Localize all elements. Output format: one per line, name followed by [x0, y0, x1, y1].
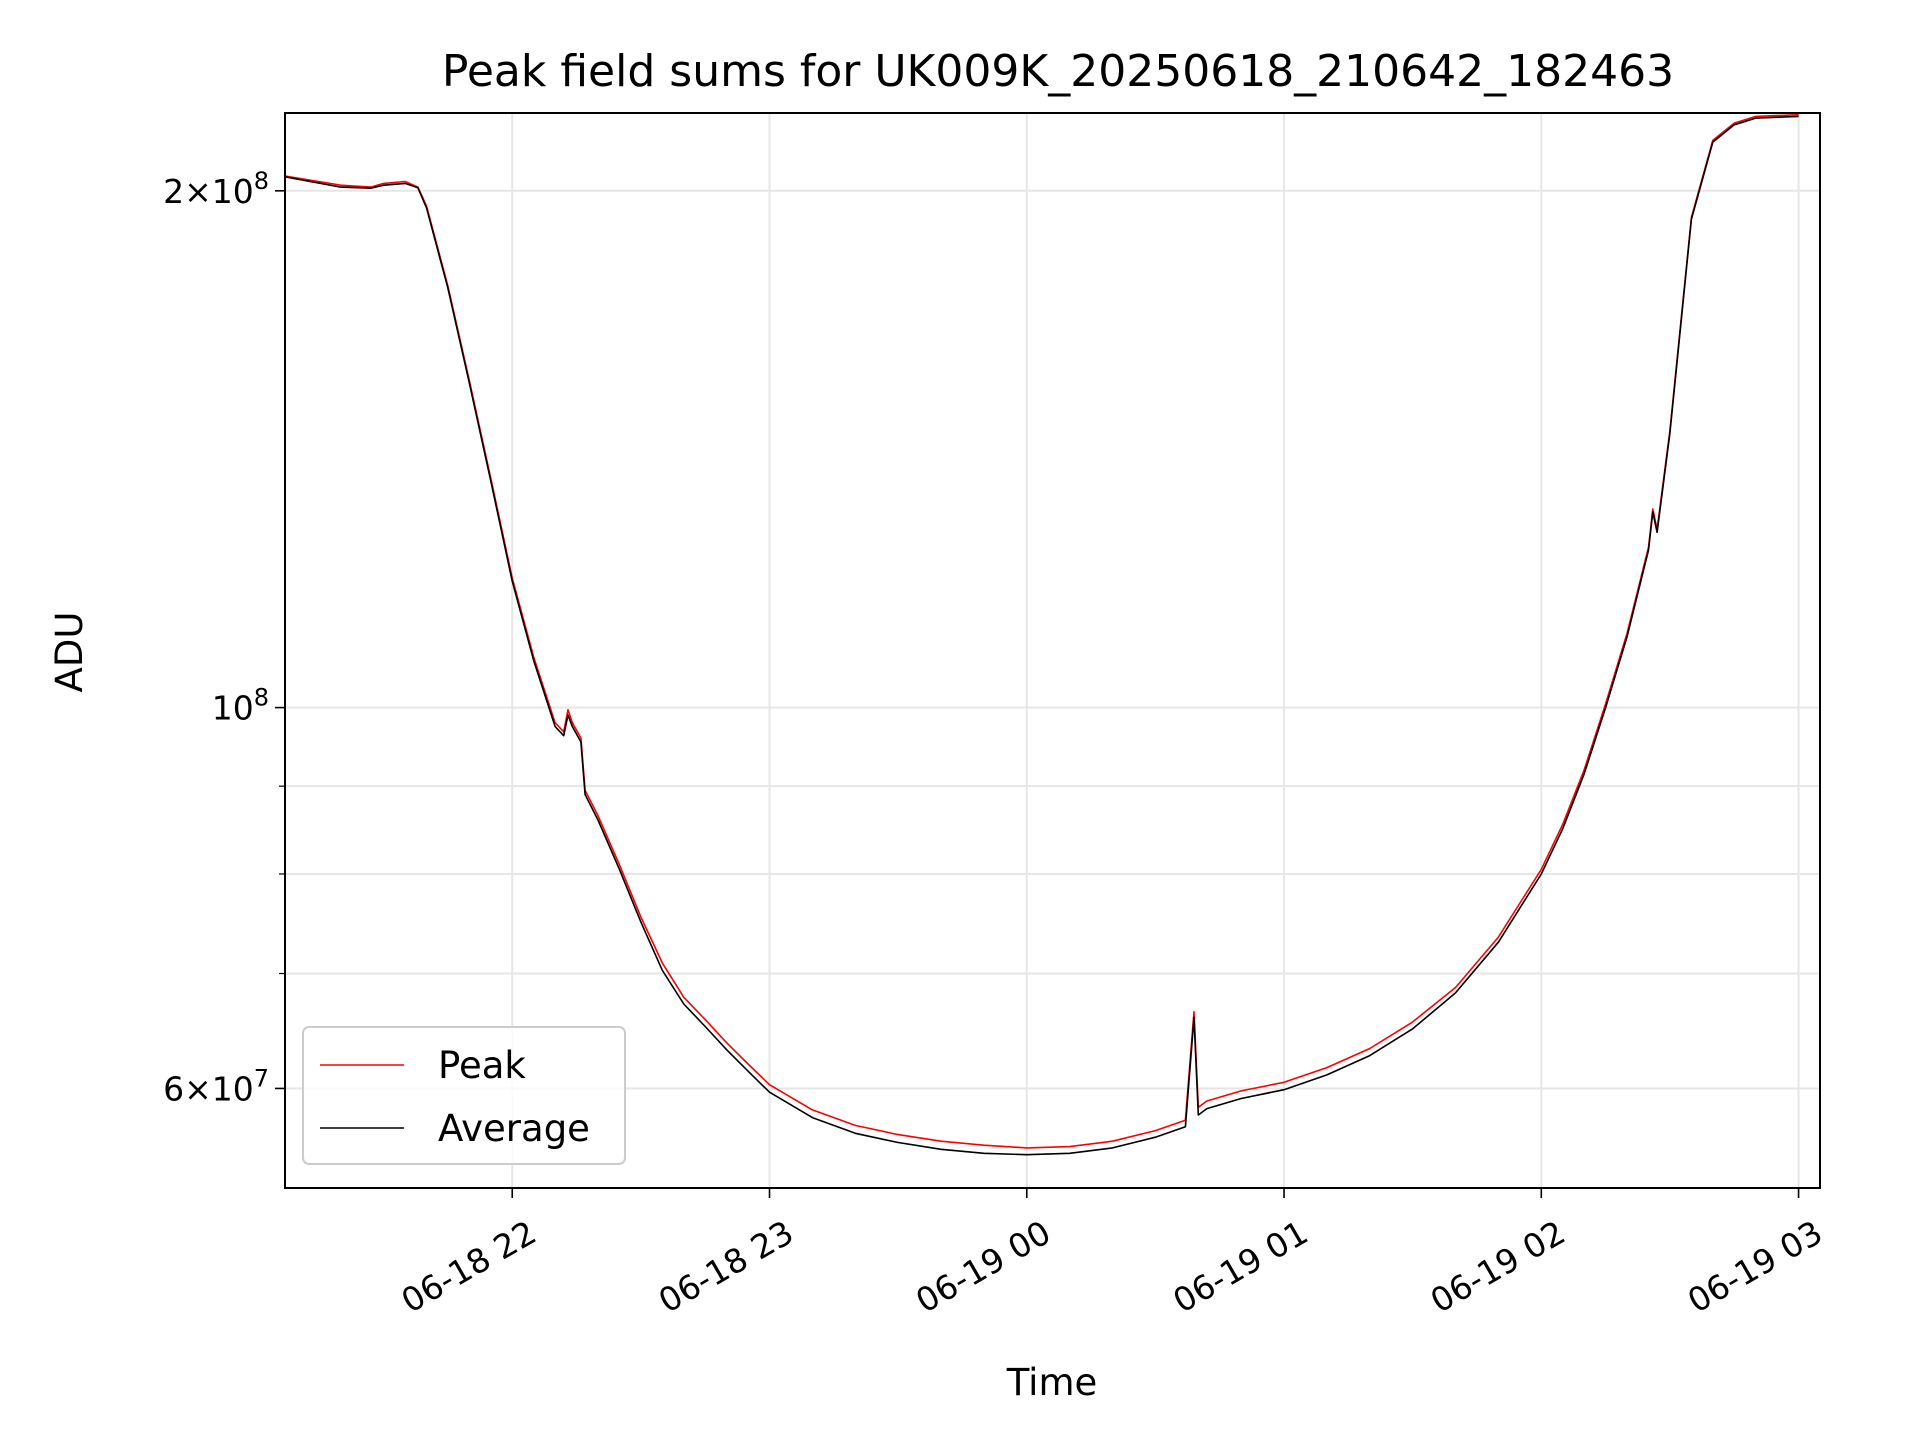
plot-area-frame [284, 112, 1821, 1189]
legend-label-peak: Peak [438, 1044, 526, 1087]
legend-label-average: Average [438, 1107, 590, 1150]
x-axis-label: Time [1006, 1361, 1098, 1404]
y-tick-label: 6×107 [163, 1064, 269, 1108]
y-axis-label: ADU [48, 612, 91, 693]
legend-box [302, 1026, 626, 1165]
chart-title: Peak field sums for UK009K_20250618_2106… [442, 46, 1674, 97]
y-tick-label: 108 [212, 684, 269, 728]
legend: Peak Average [302, 1026, 626, 1165]
series-line-average [284, 115, 1799, 1156]
series-lines [284, 113, 1799, 1156]
y-tick-label: 2×108 [163, 167, 269, 211]
